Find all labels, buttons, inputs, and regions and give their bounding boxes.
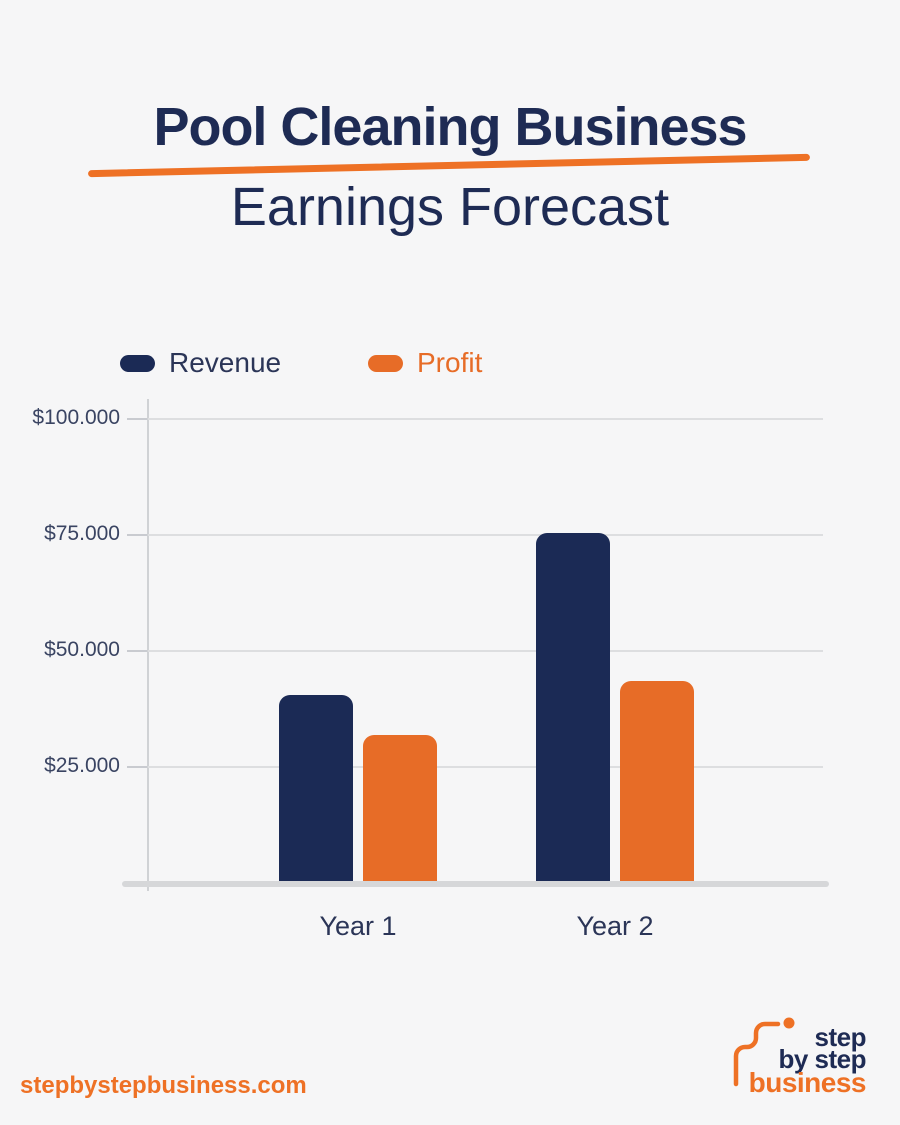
y-axis-tick xyxy=(127,650,147,652)
bar-profit-year-1 xyxy=(363,734,437,881)
logo-word-step: step xyxy=(814,1022,867,1052)
gridline xyxy=(148,650,823,652)
y-axis-tick-label: $25.000 xyxy=(44,754,120,777)
y-axis-tick xyxy=(127,418,147,420)
page-title-line2: Earnings Forecast xyxy=(230,177,670,237)
website-link[interactable]: stepbystepbusiness.com xyxy=(20,1072,307,1099)
gridline xyxy=(148,418,823,420)
y-axis-tick-label: $75.000 xyxy=(44,522,120,545)
y-axis-tick-label: $100.000 xyxy=(32,406,120,429)
profit-swatch-icon xyxy=(368,354,403,372)
legend-item-profit: Profit xyxy=(368,346,482,380)
page-title-line1: Pool Cleaning Business xyxy=(153,97,747,157)
bar-revenue-year-2 xyxy=(536,533,610,881)
logo-word-by-step: by step xyxy=(778,1044,866,1074)
bar-revenue-year-1 xyxy=(279,695,353,881)
y-axis-line xyxy=(147,399,149,891)
x-axis-category-label: Year 2 xyxy=(576,911,654,941)
bar-profit-year-2 xyxy=(620,681,694,881)
brand-logo: step by step business xyxy=(728,1008,868,1108)
y-axis-tick xyxy=(127,534,147,536)
gridline xyxy=(148,534,823,536)
revenue-swatch-icon xyxy=(120,354,155,372)
legend-item-revenue: Revenue xyxy=(120,346,281,380)
logo-wordmark: step by step business xyxy=(748,1022,867,1098)
bar-chart-plot-area: $100.000 $75.000 $50.000 $25.000 Year 1 Year … xyxy=(32,399,829,941)
x-axis-category-label: Year 1 xyxy=(319,911,397,941)
gridline xyxy=(148,766,823,768)
x-axis-baseline xyxy=(122,881,829,887)
stairs-icon xyxy=(733,1017,795,1087)
legend-label-profit: Profit xyxy=(417,347,483,378)
y-axis-tick-label: $50.000 xyxy=(44,638,120,661)
logo-word-business: business xyxy=(748,1067,867,1098)
legend-label-revenue: Revenue xyxy=(169,347,282,378)
y-axis-tick xyxy=(127,766,147,768)
